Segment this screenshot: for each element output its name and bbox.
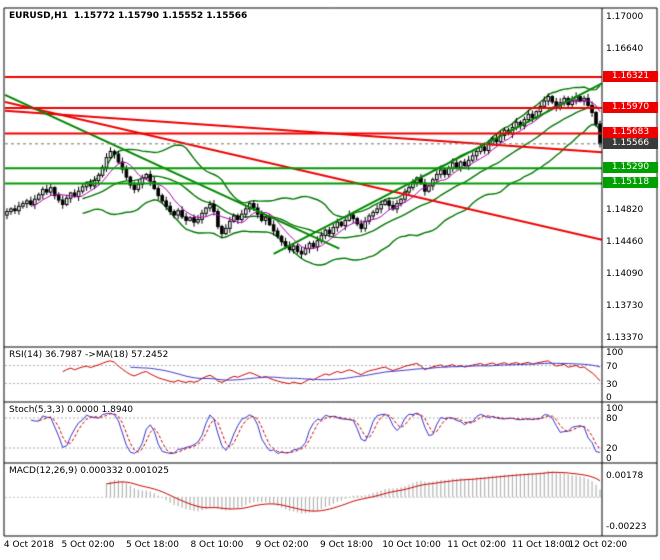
price-chart-canvas[interactable] (0, 0, 660, 560)
trading-chart-window: EURUSD,H1 1.15772 1.15790 1.15552 1.15566… (0, 0, 660, 560)
